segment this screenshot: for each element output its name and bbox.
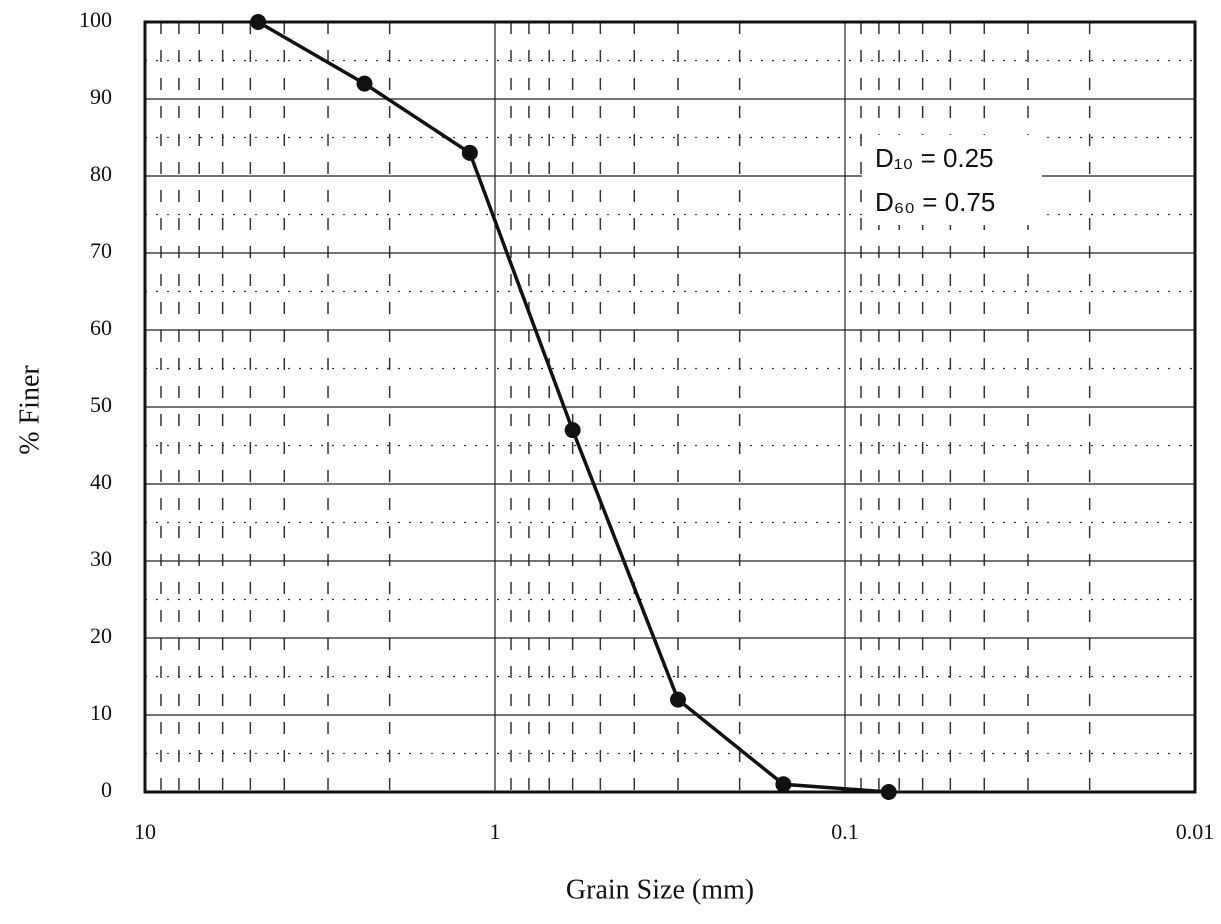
y-tick-label: 50: [90, 392, 112, 417]
plot-frame: [143, 20, 1197, 794]
data-point: [250, 14, 267, 30]
y-tick-label: 10: [90, 700, 112, 725]
annotation: D₆₀ = 0.75: [875, 187, 995, 217]
y-tick-label: 80: [90, 161, 112, 186]
data-point: [356, 75, 373, 92]
annotation-background: [862, 135, 1042, 225]
y-tick-label: 0: [101, 777, 112, 802]
y-tick-label: 60: [90, 315, 112, 340]
data-point: [880, 784, 897, 800]
x-tick-label: 0.01: [1176, 819, 1215, 844]
y-tick-label: 90: [90, 84, 112, 109]
x-axis-label: Grain Size (mm): [566, 874, 754, 905]
data-point: [461, 144, 478, 161]
y-tick-label: 30: [90, 546, 112, 571]
y-axis-label: % Finer: [14, 365, 45, 455]
y-tick-label: 20: [90, 623, 112, 648]
x-tick-label: 10: [134, 819, 156, 844]
data-point: [564, 422, 581, 439]
x-tick-label: 1: [490, 819, 501, 844]
y-tick-label: 70: [90, 238, 112, 263]
data-point: [670, 691, 687, 708]
data-point: [775, 776, 792, 793]
y-tick-label: 100: [79, 7, 112, 32]
x-tick-label: 0.1: [831, 819, 859, 844]
annotation: D₁₀ = 0.25: [875, 143, 994, 173]
y-tick-label: 40: [90, 469, 112, 494]
